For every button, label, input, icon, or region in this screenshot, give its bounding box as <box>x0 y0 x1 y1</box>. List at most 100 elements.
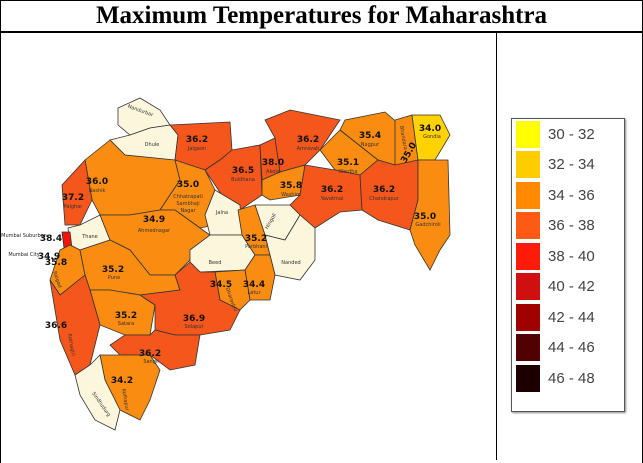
label-yavatmal: Yavatmal <box>320 196 344 202</box>
temp-gadchiroli: 35.0 <box>414 212 436 222</box>
maharashtra-map: Nandurbar Dhule 36.2 Jalgaon 36.5 Buldha… <box>1 97 451 431</box>
legend-label: 32 - 34 <box>548 156 595 174</box>
legend-item: 34 - 36 <box>512 180 624 211</box>
district-ratnagiri <box>49 274 101 376</box>
label-buldhana: Buldhana <box>231 177 255 183</box>
district-sindhudurg <box>74 354 121 431</box>
temp-kolhapur: 34.2 <box>111 376 133 386</box>
label-nanded: Nanded <box>281 260 300 266</box>
label-pune: Pune <box>108 275 120 281</box>
district-satara <box>89 289 156 336</box>
legend-swatch <box>516 120 540 148</box>
district-palghar <box>61 159 93 226</box>
label-csn-1: Chhatrapati <box>173 194 203 200</box>
district-chandrapur <box>359 159 419 231</box>
temp-ratnagiri: 36.6 <box>45 321 67 331</box>
label-ratnagiri: Ratnagiri <box>66 333 76 356</box>
legend-item: 32 - 34 <box>512 150 624 181</box>
temperature-legend: 30 - 32 32 - 34 34 - 36 36 - 38 38 - 40 40 - … <box>511 118 625 412</box>
label-amravati: Amravati <box>297 146 320 152</box>
label-gadchiroli: Gadchiroli <box>415 222 440 228</box>
label-satara: Satara <box>118 321 134 327</box>
legend-swatch <box>516 334 540 362</box>
legend-swatch <box>516 364 540 392</box>
legend-label: 46 - 48 <box>548 369 595 387</box>
temp-yavatmal: 36.2 <box>321 185 343 195</box>
district-yavatmal <box>289 164 363 229</box>
legend-swatch <box>516 273 540 301</box>
legend-label: 40 - 42 <box>548 278 595 296</box>
label-wardha: Wardha <box>338 169 357 175</box>
district-gadchiroli <box>409 159 451 271</box>
label-csn-2: Sambhaji <box>176 201 199 207</box>
label-dhule: Dhule <box>145 142 160 148</box>
label-kolhapur: Kolhapur <box>120 388 130 412</box>
legend-label: 30 - 32 <box>548 125 595 143</box>
label-bhandara: Bhandara <box>398 125 408 150</box>
temp-palghar: 37.2 <box>62 193 84 203</box>
label-nashik: Nashik <box>89 188 106 194</box>
temp-raigad: 35.8 <box>45 258 67 268</box>
legend-swatch <box>516 212 540 240</box>
temp-parbhani: 35.2 <box>245 234 267 244</box>
label-gondia: Gondia <box>423 134 441 140</box>
legend-swatch <box>516 181 540 209</box>
temp-buldhana: 36.5 <box>232 166 254 176</box>
label-latur: Latur <box>247 290 261 296</box>
legend-item: 42 - 44 <box>512 302 624 333</box>
label-mumbai-city: Mumbai City <box>8 252 39 258</box>
label-parbhani: Parbhani <box>245 244 267 250</box>
label-chandrapur: Chandrapur <box>369 196 400 202</box>
temp-akola: 38.0 <box>262 158 284 168</box>
label-csn-3: Nagar <box>180 208 196 214</box>
legend-item: 44 - 46 <box>512 333 624 364</box>
district-gondia <box>411 114 451 161</box>
panel-divider <box>496 32 497 460</box>
label-raigad: Raigad <box>51 271 63 289</box>
label-jalgaon: Jalgaon <box>187 146 206 152</box>
label-solapur: Solapur <box>184 324 204 330</box>
legend-swatch <box>516 303 540 331</box>
temp-csn: 35.0 <box>177 180 199 190</box>
legend-item: 40 - 42 <box>512 272 624 303</box>
temp-nashik: 36.0 <box>86 177 108 187</box>
temp-nagpur: 35.4 <box>359 131 381 141</box>
temp-satara: 35.2 <box>115 311 137 321</box>
label-akola: Akola <box>266 169 280 175</box>
legend-label: 36 - 38 <box>548 217 595 235</box>
legend-label: 42 - 44 <box>548 308 595 326</box>
legend-label: 38 - 40 <box>548 247 595 265</box>
label-nagpur: Nagpur <box>361 142 380 148</box>
map-title: Maximum Temperatures for Maharashtra <box>0 0 643 32</box>
legend-swatch <box>516 151 540 179</box>
label-ahmednagar: Ahmednagar <box>138 228 171 234</box>
legend-swatch <box>516 242 540 270</box>
label-sangli: Sangli <box>143 359 158 365</box>
temp-sangli: 36.2 <box>139 349 161 359</box>
legend-item: 30 - 32 <box>512 119 624 150</box>
temp-chandrapur: 36.2 <box>373 185 395 195</box>
label-thane: Thane <box>81 234 98 240</box>
temp-mumbai-city: 34.9 <box>38 252 60 262</box>
temp-gondia: 34.0 <box>419 124 441 134</box>
label-mumbai-suburban: Mumbai Suburban <box>1 233 47 239</box>
label-palghar: Palghar <box>64 204 84 210</box>
temp-amravati: 36.2 <box>297 135 319 145</box>
label-jalna: Jalna <box>215 210 228 216</box>
legend-item: 38 - 40 <box>512 241 624 272</box>
temp-mumbai-suburban: 38.4 <box>40 234 62 244</box>
temp-wardha: 35.1 <box>337 158 359 168</box>
temp-pune: 35.2 <box>102 265 124 275</box>
legend-item: 36 - 38 <box>512 211 624 242</box>
temp-ahmednagar: 34.9 <box>143 215 165 225</box>
temp-washim: 35.8 <box>280 181 302 191</box>
district-sangli <box>109 329 201 371</box>
temp-solapur: 36.9 <box>183 314 205 324</box>
label-beed: Beed <box>209 260 222 266</box>
temp-jalgaon: 36.2 <box>186 135 208 145</box>
temp-latur: 34.4 <box>243 280 265 290</box>
legend-label: 44 - 46 <box>548 339 595 357</box>
legend-item: 46 - 48 <box>512 363 624 394</box>
temp-dharashiv: 34.5 <box>210 280 232 290</box>
legend-label: 34 - 36 <box>548 186 595 204</box>
